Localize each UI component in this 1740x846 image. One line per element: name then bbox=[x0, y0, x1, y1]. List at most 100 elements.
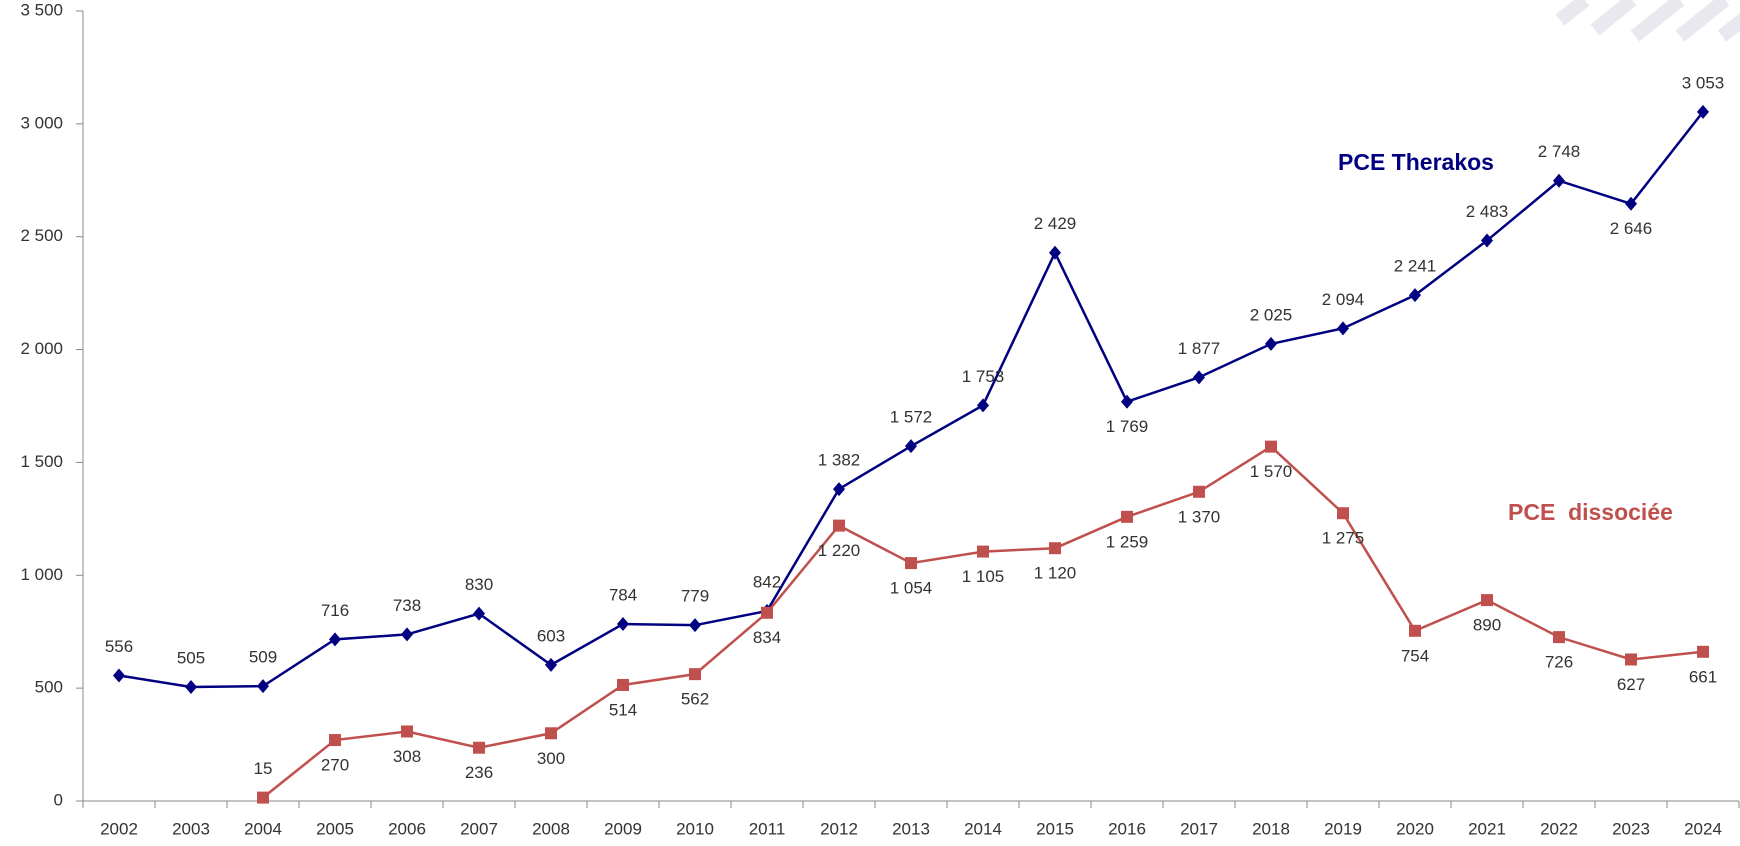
x-tick-label: 2012 bbox=[820, 819, 858, 838]
marker bbox=[1193, 370, 1205, 385]
marker bbox=[1337, 507, 1349, 520]
data-label: 1 877 bbox=[1178, 339, 1221, 358]
marker bbox=[401, 725, 413, 738]
data-label: 754 bbox=[1401, 646, 1429, 665]
y-tick-label: 2 500 bbox=[20, 226, 63, 245]
data-label: 2 241 bbox=[1394, 257, 1437, 276]
marker bbox=[545, 657, 557, 672]
y-tick-label: 1 000 bbox=[20, 565, 63, 584]
marker bbox=[689, 618, 701, 633]
marker bbox=[1697, 645, 1709, 658]
data-label: 716 bbox=[321, 601, 349, 620]
marker bbox=[833, 482, 845, 497]
data-label: 514 bbox=[609, 700, 637, 719]
data-label: 2 646 bbox=[1610, 219, 1653, 238]
data-label: 1 275 bbox=[1322, 529, 1365, 548]
data-label: 270 bbox=[321, 756, 349, 775]
marker bbox=[1481, 233, 1493, 248]
marker bbox=[257, 679, 269, 694]
x-tick-label: 2011 bbox=[749, 819, 786, 838]
data-label: 1 054 bbox=[890, 579, 933, 598]
x-tick-label: 2018 bbox=[1252, 819, 1290, 838]
data-label: 1 370 bbox=[1178, 507, 1221, 526]
data-label: 300 bbox=[537, 749, 565, 768]
x-tick-label: 2003 bbox=[172, 819, 210, 838]
data-label: 236 bbox=[465, 763, 493, 782]
marker bbox=[833, 519, 845, 532]
y-tick-label: 3 500 bbox=[20, 0, 63, 19]
data-label: 627 bbox=[1617, 675, 1645, 694]
x-tick-label: 2005 bbox=[316, 819, 354, 838]
x-tick-label: 2016 bbox=[1108, 819, 1146, 838]
marker bbox=[473, 741, 485, 754]
marker bbox=[617, 678, 629, 691]
data-label: 2 025 bbox=[1250, 305, 1293, 324]
x-tick-label: 2006 bbox=[388, 819, 426, 838]
x-tick-label: 2017 bbox=[1180, 819, 1218, 838]
data-label: 562 bbox=[681, 690, 709, 709]
marker bbox=[977, 398, 989, 413]
x-tick-label: 2013 bbox=[892, 819, 930, 838]
data-label: 2 094 bbox=[1322, 290, 1365, 309]
data-label: 1 382 bbox=[818, 451, 861, 470]
data-label: 1 753 bbox=[962, 367, 1005, 386]
data-label: 556 bbox=[105, 637, 133, 656]
x-tick-label: 2021 bbox=[1468, 819, 1506, 838]
x-tick-label: 2009 bbox=[604, 819, 642, 838]
data-label: 830 bbox=[465, 575, 493, 594]
x-tick-label: 2014 bbox=[964, 819, 1002, 838]
y-tick-label: 2 000 bbox=[20, 339, 63, 358]
marker bbox=[1049, 245, 1061, 260]
data-label: 1 220 bbox=[818, 541, 861, 560]
x-tick-label: 2008 bbox=[532, 819, 570, 838]
marker bbox=[1265, 336, 1277, 351]
x-tick-label: 2022 bbox=[1540, 819, 1578, 838]
x-tick-label: 2020 bbox=[1396, 819, 1434, 838]
marker bbox=[1193, 485, 1205, 498]
marker bbox=[761, 606, 773, 619]
marker bbox=[401, 627, 413, 642]
marker bbox=[905, 557, 917, 570]
marker bbox=[977, 545, 989, 558]
data-label: 1 105 bbox=[962, 567, 1005, 586]
marker bbox=[1625, 196, 1637, 211]
data-label: 890 bbox=[1473, 616, 1501, 635]
marker bbox=[1409, 288, 1421, 303]
x-tick-label: 2007 bbox=[460, 819, 498, 838]
data-label: 1 769 bbox=[1106, 417, 1149, 436]
data-label: 509 bbox=[249, 648, 277, 667]
data-label: 1 572 bbox=[890, 408, 933, 427]
marker bbox=[329, 632, 341, 647]
data-label: 661 bbox=[1689, 667, 1717, 686]
data-label: 726 bbox=[1545, 653, 1573, 672]
data-label: 1 120 bbox=[1034, 564, 1077, 583]
x-tick-label: 2002 bbox=[100, 819, 138, 838]
y-tick-label: 500 bbox=[35, 678, 63, 697]
data-label: 779 bbox=[681, 587, 709, 606]
marker bbox=[185, 680, 197, 695]
data-label: 505 bbox=[177, 648, 205, 667]
data-label: 3 053 bbox=[1682, 73, 1725, 92]
data-label: 834 bbox=[753, 628, 781, 647]
y-tick-label: 0 bbox=[54, 790, 63, 809]
y-tick-label: 1 500 bbox=[20, 452, 63, 471]
x-tick-label: 2019 bbox=[1324, 819, 1362, 838]
data-label: 784 bbox=[609, 586, 637, 605]
data-label: 2 429 bbox=[1034, 214, 1077, 233]
x-tick-label: 2024 bbox=[1684, 819, 1722, 838]
marker bbox=[1265, 440, 1277, 453]
data-label: 2 748 bbox=[1538, 142, 1581, 161]
x-tick-label: 2010 bbox=[676, 819, 714, 838]
marker bbox=[1337, 321, 1349, 336]
marker bbox=[545, 727, 557, 740]
decoration bbox=[1555, 0, 1740, 42]
marker bbox=[257, 791, 269, 804]
x-tick-label: 2004 bbox=[244, 819, 282, 838]
marker bbox=[1049, 542, 1061, 555]
data-label: 308 bbox=[393, 747, 421, 766]
marker bbox=[329, 734, 341, 747]
data-label: 1 570 bbox=[1250, 462, 1293, 481]
marker bbox=[113, 668, 125, 683]
series-name: PCE dissociée bbox=[1508, 499, 1673, 525]
